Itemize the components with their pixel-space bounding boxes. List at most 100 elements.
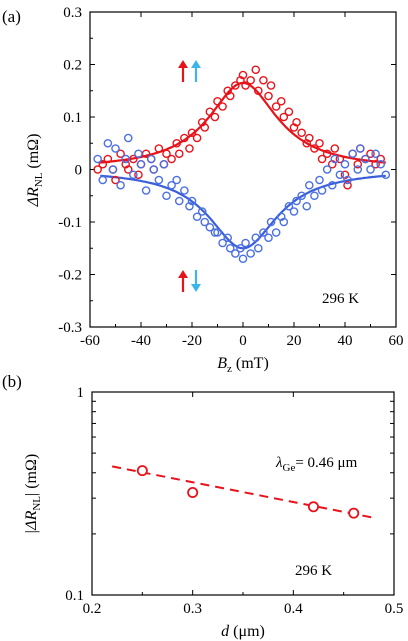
antiparallel-data-point [317, 186, 327, 195]
antiparallel-data-point [129, 170, 138, 180]
panel-a-fit-lines [100, 81, 386, 250]
antiparallel-data-point [241, 238, 250, 248]
parallel-data-point [180, 133, 189, 143]
parallel-data-point [330, 144, 340, 153]
antiparallel-data-point [162, 191, 171, 201]
parallel-data-point [335, 154, 345, 164]
parallel-data-point [297, 128, 306, 138]
antiparallel-data-point [213, 228, 222, 237]
parallel-data-point [154, 144, 164, 153]
parallel-data-point [315, 138, 324, 148]
parallel-data-point [197, 117, 207, 127]
antiparallel-data-point [154, 175, 164, 185]
antiparallel-data-point [98, 175, 108, 185]
antiparallel-data-point [136, 159, 146, 169]
parallel-data-point [292, 117, 301, 127]
antiparallel-data-point [146, 154, 156, 164]
panel-a-temperature: 296 K [322, 291, 359, 307]
antiparallel-data-point [187, 196, 197, 206]
parallel-data-point [310, 144, 319, 153]
antiparallel-data-point [223, 233, 232, 243]
abs-label-symbol: |ΔR [23, 510, 40, 534]
panel-a-x-tick-label: 0 [239, 333, 247, 349]
parallel-data-point [376, 154, 386, 164]
antiparallel-data-point [289, 207, 299, 216]
parallel-data-point [162, 149, 171, 159]
panel-a-ticks: -60 -40 -20 0 20 40 60 -0.3 -0.2 -0.1 0 0.1 0.2 0.3 [58, 5, 403, 349]
panel-b-x-axis-label: d (μm) [221, 623, 265, 640]
antiparallel-data-point [284, 201, 294, 211]
parallel-data-point [271, 102, 281, 111]
antiparallel-data-point [116, 180, 125, 190]
antiparallel-data-point [276, 212, 286, 222]
antiparallel-data-point [343, 175, 352, 185]
antiparallel-data-point [271, 228, 281, 237]
x-label-unit: (mT) [232, 355, 269, 372]
parallel-data-point [241, 81, 250, 90]
antiparallel-data-point [266, 217, 276, 227]
parallel-data-point [276, 96, 286, 106]
panel-a-frame [89, 11, 397, 328]
antiparallel-data-point [264, 233, 273, 243]
parallel-data-point [266, 81, 276, 90]
parallel-data-point [192, 133, 202, 143]
panel-a-x-tick-label: -40 [131, 333, 151, 349]
antiparallel-data-point [376, 159, 386, 169]
antiparallel-data-point [330, 154, 340, 164]
parallel-data-point [123, 165, 133, 174]
antiparallel-data-point [218, 238, 227, 248]
antiparallel-data-point [361, 154, 370, 164]
parallel-data-point [210, 112, 220, 122]
antiparallel-data-point [185, 201, 194, 211]
parallel-data-point [322, 149, 332, 159]
parallel-data-point [200, 123, 210, 132]
y-label-symbol: ΔR [25, 187, 42, 207]
lambda-subscript: Ge [283, 462, 296, 474]
antiparallel-data-point [251, 233, 261, 243]
panel-b-points [136, 465, 360, 519]
parallel-data-point [231, 81, 240, 90]
antiparallel-data-point [297, 191, 306, 201]
panel-a-x-tick-label: 40 [338, 333, 353, 349]
d-symbol: d [221, 623, 230, 640]
lambda-symbol: λ [275, 455, 283, 471]
antiparallel-data-point [348, 149, 357, 159]
panel-b-fit-label: λGe= 0.46 μm [275, 455, 358, 474]
panel-a-y-tick-label: 0.2 [63, 58, 82, 74]
x-label-subscript: z [227, 363, 232, 375]
panel-a-y-tick-label: 0 [75, 163, 83, 179]
panel-b-fit-line [111, 465, 375, 519]
fit-line-antiparallel [100, 174, 386, 250]
panel-b-y-tick-label: 0.1 [65, 588, 84, 604]
panel-b-y-axis-label: |ΔRNL| (mΩ) [23, 454, 43, 534]
panel-b-plot: 0.2 0.3 0.4 0.5 0.1 1 λGe= 0.46 μm 296 K d (μ… [23, 385, 403, 640]
antiparallel-data-point [200, 217, 210, 227]
antiparallel-data-point [366, 165, 375, 174]
antiparallel-data-point [259, 228, 268, 237]
panel-b-x-tick-label: 0.2 [83, 601, 102, 617]
panel-a-x-tick-label: -60 [80, 333, 100, 349]
parallel-data-point [343, 180, 352, 190]
y-label-subscript: NL [33, 172, 45, 187]
parallel-data-point [111, 175, 120, 185]
parallel-data-point [213, 96, 222, 106]
parallel-data-point [116, 149, 125, 159]
panel-a-y-tick-label: -0.3 [58, 320, 82, 336]
antiparallel-data-point [192, 212, 202, 222]
parallel-data-point [279, 112, 289, 122]
antiparallel-data-point [103, 138, 113, 148]
parallel-data-point [366, 149, 375, 159]
antiparallel-data-point [381, 170, 391, 180]
antiparallel-data-point [180, 186, 189, 195]
parallel-data-point [264, 91, 273, 101]
antiparallel-data-point [322, 165, 332, 174]
panel-a-state-arrows [178, 60, 201, 292]
antiparallel-data-point [159, 159, 169, 169]
y-label-unit: (mΩ) [25, 134, 42, 173]
parallel-data-point [371, 159, 380, 169]
antiparallel-data-point [174, 196, 184, 206]
panel-a-x-tick-label: 60 [389, 333, 404, 349]
antiparallel-data-point [197, 207, 207, 216]
antiparallel-data-point [121, 154, 130, 164]
x-label-symbol: B [217, 355, 227, 372]
